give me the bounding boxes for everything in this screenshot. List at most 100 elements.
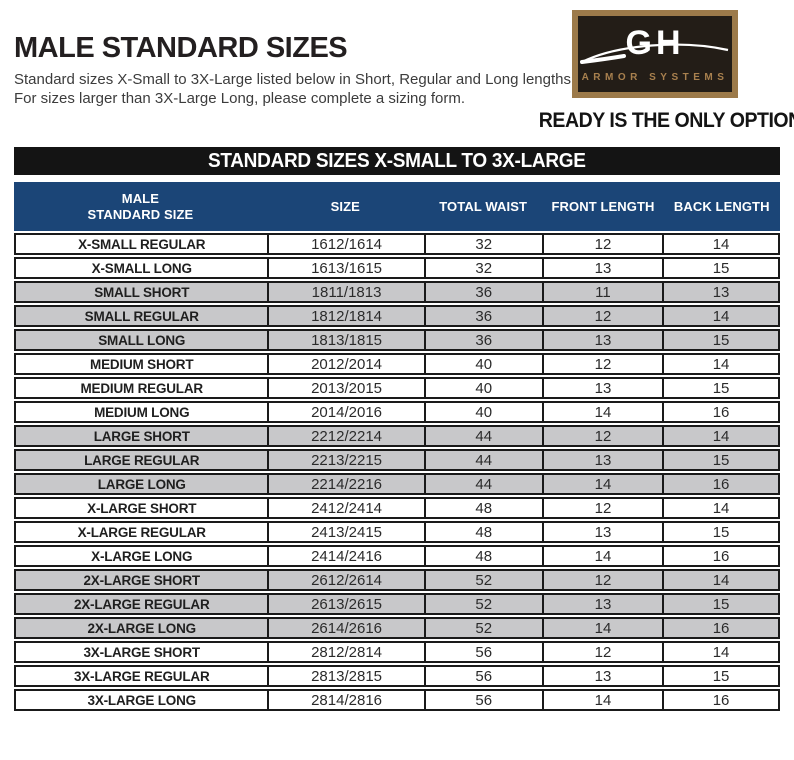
brand-tagline: READY IS THE ONLY OPTION. [538, 109, 794, 132]
table-row: 2X-LARGE LONG 2614/2616 52 14 16 [14, 617, 780, 639]
cell-total-waist: 36 [423, 307, 542, 325]
cell-front-length: 13 [541, 331, 662, 349]
cell-total-waist: 56 [423, 667, 542, 685]
header-col4-label: FRONT LENGTH [551, 198, 655, 214]
cell-total-waist: 32 [423, 235, 542, 253]
cell-front-length: 12 [541, 643, 662, 661]
cell-front-length: 12 [541, 355, 662, 373]
cell-front-length: 12 [541, 499, 662, 517]
cell-total-waist: 44 [423, 427, 542, 445]
cell-size: 2613/2615 [267, 595, 423, 613]
cell-back-length: 16 [662, 403, 778, 421]
subtitle-line-1: Standard sizes X-Small to 3X-Large liste… [14, 71, 576, 88]
cell-size: 2413/2415 [267, 523, 423, 541]
cell-total-waist: 40 [423, 379, 542, 397]
cell-back-length: 14 [662, 355, 778, 373]
cell-total-waist: 52 [423, 619, 542, 637]
table-row: X-SMALL REGULAR 1612/1614 32 12 14 [14, 233, 780, 255]
header-col2-label: SIZE [330, 198, 360, 214]
table-row: X-LARGE REGULAR 2413/2415 48 13 15 [14, 521, 780, 543]
cell-male-standard-size: SMALL REGULAR [84, 308, 199, 324]
cell-male-standard-size: LARGE LONG [97, 476, 186, 492]
table-row: 2X-LARGE SHORT 2612/2614 52 12 14 [14, 569, 780, 591]
cell-total-waist: 40 [423, 403, 542, 421]
cell-front-length: 14 [541, 475, 662, 493]
cell-back-length: 14 [662, 427, 778, 445]
cell-total-waist: 52 [423, 571, 542, 589]
header-col3-label: TOTAL WAIST [439, 198, 528, 214]
header-col1-line1: MALE [121, 190, 159, 206]
cell-male-standard-size: SMALL LONG [98, 332, 186, 348]
table-row: X-SMALL LONG 1613/1615 32 13 15 [14, 257, 780, 279]
table-row: MEDIUM LONG 2014/2016 40 14 16 [14, 401, 780, 423]
svg-text:ARMOR SYSTEMS: ARMOR SYSTEMS [582, 72, 729, 83]
column-header-front-length: FRONT LENGTH [543, 182, 664, 231]
cell-front-length: 12 [541, 307, 662, 325]
cell-male-standard-size: LARGE SHORT [93, 428, 190, 444]
cell-size: 2212/2214 [267, 427, 423, 445]
cell-male-standard-size: X-SMALL REGULAR [78, 236, 206, 252]
cell-size: 2012/2014 [267, 355, 423, 373]
cell-back-length: 16 [662, 691, 778, 709]
page-subtitle: Standard sizes X-Small to 3X-Large liste… [14, 70, 575, 108]
cell-total-waist: 52 [423, 595, 542, 613]
table-title-banner: STANDARD SIZES X-SMALL TO 3X-LARGE [14, 147, 780, 175]
column-header-back-length: BACK LENGTH [664, 182, 780, 231]
table-row: LARGE LONG 2214/2216 44 14 16 [14, 473, 780, 495]
cell-front-length: 13 [541, 259, 662, 277]
cell-male-standard-size: MEDIUM SHORT [90, 356, 194, 372]
gh-armor-logo: GH ARMOR SYSTEMS [572, 10, 738, 98]
cell-male-standard-size: X-LARGE REGULAR [77, 524, 206, 540]
cell-back-length: 15 [662, 667, 778, 685]
cell-size: 2013/2015 [267, 379, 423, 397]
table-row: MEDIUM REGULAR 2013/2015 40 13 15 [14, 377, 780, 399]
table-row: LARGE REGULAR 2213/2215 44 13 15 [14, 449, 780, 471]
cell-front-length: 12 [541, 235, 662, 253]
cell-male-standard-size: 2X-LARGE REGULAR [73, 596, 210, 612]
cell-male-standard-size: X-LARGE LONG [91, 548, 193, 564]
cell-male-standard-size: 2X-LARGE SHORT [83, 572, 200, 588]
svg-text:GH: GH [626, 24, 685, 62]
cell-male-standard-size: X-LARGE SHORT [87, 500, 197, 516]
cell-back-length: 14 [662, 571, 778, 589]
cell-back-length: 15 [662, 451, 778, 469]
cell-size: 2814/2816 [267, 691, 423, 709]
page-title: MALE STANDARD SIZES [14, 32, 348, 64]
table-row: 3X-LARGE SHORT 2812/2814 56 12 14 [14, 641, 780, 663]
cell-male-standard-size: 3X-LARGE SHORT [83, 644, 200, 660]
cell-back-length: 15 [662, 595, 778, 613]
table-row: 3X-LARGE LONG 2814/2816 56 14 16 [14, 689, 780, 711]
cell-front-length: 13 [541, 523, 662, 541]
table-header-row: MALE STANDARD SIZE SIZE TOTAL WAIST FRON… [14, 182, 780, 231]
cell-total-waist: 48 [423, 547, 542, 565]
cell-back-length: 14 [662, 499, 778, 517]
cell-size: 1612/1614 [267, 235, 423, 253]
cell-back-length: 14 [662, 643, 778, 661]
cell-size: 2014/2016 [267, 403, 423, 421]
cell-total-waist: 36 [423, 331, 542, 349]
table-row: X-LARGE SHORT 2412/2414 48 12 14 [14, 497, 780, 519]
cell-size: 1812/1814 [267, 307, 423, 325]
subtitle-line-2: For sizes larger than 3X-Large Long, ple… [14, 90, 466, 107]
table-row: 3X-LARGE REGULAR 2813/2815 56 13 15 [14, 665, 780, 687]
cell-back-length: 15 [662, 331, 778, 349]
column-header-size: SIZE [267, 182, 424, 231]
sizing-table: MALE STANDARD SIZE SIZE TOTAL WAIST FRON… [14, 182, 780, 713]
cell-front-length: 13 [541, 667, 662, 685]
cell-front-length: 12 [541, 571, 662, 589]
cell-size: 2414/2416 [267, 547, 423, 565]
cell-front-length: 11 [541, 283, 662, 301]
cell-male-standard-size: 2X-LARGE LONG [87, 620, 197, 636]
cell-total-waist: 48 [423, 523, 542, 541]
cell-total-waist: 44 [423, 451, 542, 469]
cell-front-length: 14 [541, 691, 662, 709]
cell-size: 2813/2815 [267, 667, 423, 685]
cell-front-length: 12 [541, 427, 662, 445]
table-body: X-SMALL REGULAR 1612/1614 32 12 14 X-SMA… [14, 233, 780, 711]
cell-front-length: 14 [541, 547, 662, 565]
gh-logo-icon: GH ARMOR SYSTEMS [580, 24, 729, 83]
table-row: SMALL REGULAR 1812/1814 36 12 14 [14, 305, 780, 327]
header-col1-line2: STANDARD SIZE [87, 206, 194, 222]
cell-size: 2812/2814 [267, 643, 423, 661]
cell-back-length: 16 [662, 475, 778, 493]
